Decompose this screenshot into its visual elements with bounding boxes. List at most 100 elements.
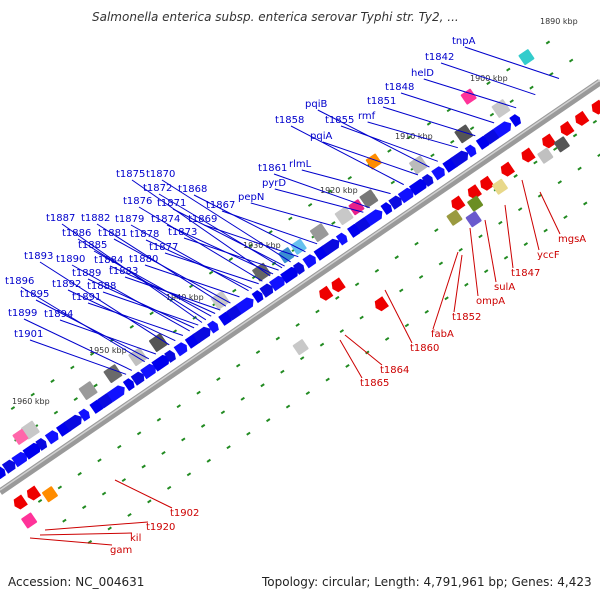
forward-leader-line bbox=[87, 302, 184, 337]
reverse-feature-block-shape bbox=[553, 136, 570, 153]
pseudogene-block bbox=[309, 223, 329, 242]
reverse-leader-line bbox=[44, 521, 149, 531]
track-tick bbox=[147, 499, 152, 504]
track-tick bbox=[483, 269, 489, 274]
accession-text: Accession: NC_004631 bbox=[8, 575, 145, 589]
track-tick bbox=[70, 365, 75, 370]
pseudogene-block-shape bbox=[128, 347, 148, 367]
reverse-gene-arrow bbox=[467, 184, 482, 200]
track-tick bbox=[434, 228, 439, 233]
forward-leader-line bbox=[440, 62, 536, 96]
forward-gene-arrow-shape bbox=[464, 144, 477, 158]
track-tick bbox=[208, 270, 214, 275]
forward-gene-arrow-shape bbox=[269, 275, 285, 292]
genome-backbone bbox=[0, 79, 600, 495]
forward-leader-line bbox=[67, 289, 176, 342]
forward-gene-arrow-shape bbox=[354, 217, 371, 233]
forward-gene-label: t1894 bbox=[44, 309, 73, 320]
reverse-gene-arrow-shape bbox=[575, 110, 590, 126]
forward-gene-arrow-shape bbox=[408, 178, 427, 196]
track-tick bbox=[347, 175, 352, 180]
forward-gene-arrow bbox=[335, 232, 348, 246]
reverse-gene-label: yccF bbox=[537, 250, 560, 261]
forward-gene-arrow-shape bbox=[475, 135, 490, 150]
colored-feature-shape bbox=[290, 238, 307, 255]
track-tick bbox=[384, 336, 390, 341]
forward-gene-label: t1882 bbox=[81, 213, 110, 224]
track-tick bbox=[280, 369, 285, 374]
forward-gene-arrow-shape bbox=[11, 451, 27, 468]
track-tick bbox=[523, 242, 529, 247]
track-tick bbox=[592, 119, 598, 124]
track-tick bbox=[327, 189, 333, 194]
forward-gene-arrow-shape bbox=[509, 114, 522, 128]
forward-gene-label: t1871 bbox=[157, 198, 186, 209]
forward-gene-arrow-shape bbox=[192, 326, 211, 344]
forward-gene-arrow-shape bbox=[235, 297, 254, 315]
forward-leader-line bbox=[130, 224, 249, 292]
reverse-feature-block bbox=[446, 209, 463, 226]
reverse-feature-block-shape bbox=[21, 512, 38, 529]
track-tick bbox=[62, 518, 67, 523]
track-tick bbox=[232, 288, 237, 293]
kbp-label: 1920 kbp bbox=[320, 186, 358, 195]
forward-gene-arrow bbox=[269, 275, 285, 292]
forward-gene-arrow-shape bbox=[89, 399, 104, 414]
pseudogene-block bbox=[334, 206, 354, 226]
forward-gene-arrow bbox=[431, 166, 445, 181]
reverse-feature-block bbox=[465, 211, 482, 228]
colored-feature-shape bbox=[518, 49, 535, 66]
forward-gene-arrow bbox=[421, 173, 434, 187]
track-tick bbox=[430, 153, 435, 158]
kbp-label: 1900 kbp bbox=[470, 74, 508, 83]
reverse-gene-arrow-shape bbox=[560, 121, 575, 137]
forward-gene-arrow bbox=[354, 217, 371, 233]
track-tick bbox=[295, 322, 300, 327]
reverse-leader-line bbox=[339, 339, 363, 379]
forward-gene-label: t1861 bbox=[258, 163, 287, 174]
forward-gene-arrow bbox=[380, 202, 393, 216]
forward-leader-line bbox=[23, 318, 133, 371]
track-tick bbox=[121, 478, 127, 482]
forward-gene-arrow-shape bbox=[421, 173, 434, 187]
track-tick bbox=[424, 309, 429, 314]
forward-gene-arrow bbox=[259, 283, 274, 298]
forward-gene-label: t1893 bbox=[24, 251, 53, 262]
track-tick bbox=[299, 356, 305, 361]
forward-gene-label: t1858 bbox=[275, 115, 304, 126]
track-tick bbox=[394, 255, 399, 260]
forward-gene-arrow-shape bbox=[397, 187, 414, 204]
forward-gene-arrow-shape bbox=[431, 166, 445, 181]
track-tick bbox=[57, 485, 63, 490]
track-tick bbox=[418, 274, 424, 279]
reverse-feature-block-shape bbox=[446, 209, 463, 226]
track-tick bbox=[53, 410, 59, 415]
colored-feature bbox=[365, 153, 382, 170]
reverse-gene-arrow bbox=[500, 161, 516, 177]
track-tick bbox=[285, 404, 291, 409]
forward-gene-label: t1880 bbox=[129, 254, 158, 265]
reverse-gene-label: gam bbox=[110, 545, 132, 556]
forward-leader-line bbox=[172, 208, 285, 267]
forward-gene-label: rlmL bbox=[289, 159, 312, 170]
pseudogene-block bbox=[252, 262, 271, 282]
track-tick bbox=[315, 309, 320, 314]
forward-gene-arrow-shape bbox=[0, 466, 6, 480]
kbp-label: 1930 kbp bbox=[243, 241, 281, 250]
forward-gene-label: t1870 bbox=[146, 169, 175, 180]
track-tick bbox=[458, 247, 463, 252]
reverse-gene-arrow bbox=[26, 485, 42, 501]
track-tick bbox=[414, 241, 419, 246]
track-tick bbox=[365, 350, 370, 355]
reverse-gene-arrow bbox=[13, 494, 28, 510]
track-tick bbox=[189, 284, 194, 289]
forward-leader-line bbox=[367, 121, 458, 149]
track-tick bbox=[255, 350, 261, 354]
pseudogene-block-shape bbox=[491, 99, 511, 118]
reverse-leader-line bbox=[469, 227, 479, 297]
reverse-gene-arrow bbox=[591, 99, 600, 115]
reverse-leader-line bbox=[484, 219, 497, 283]
reverse-gene-arrow-shape bbox=[26, 485, 42, 501]
forward-gene-arrow bbox=[493, 121, 512, 139]
reverse-gene-arrow-shape bbox=[480, 175, 495, 191]
